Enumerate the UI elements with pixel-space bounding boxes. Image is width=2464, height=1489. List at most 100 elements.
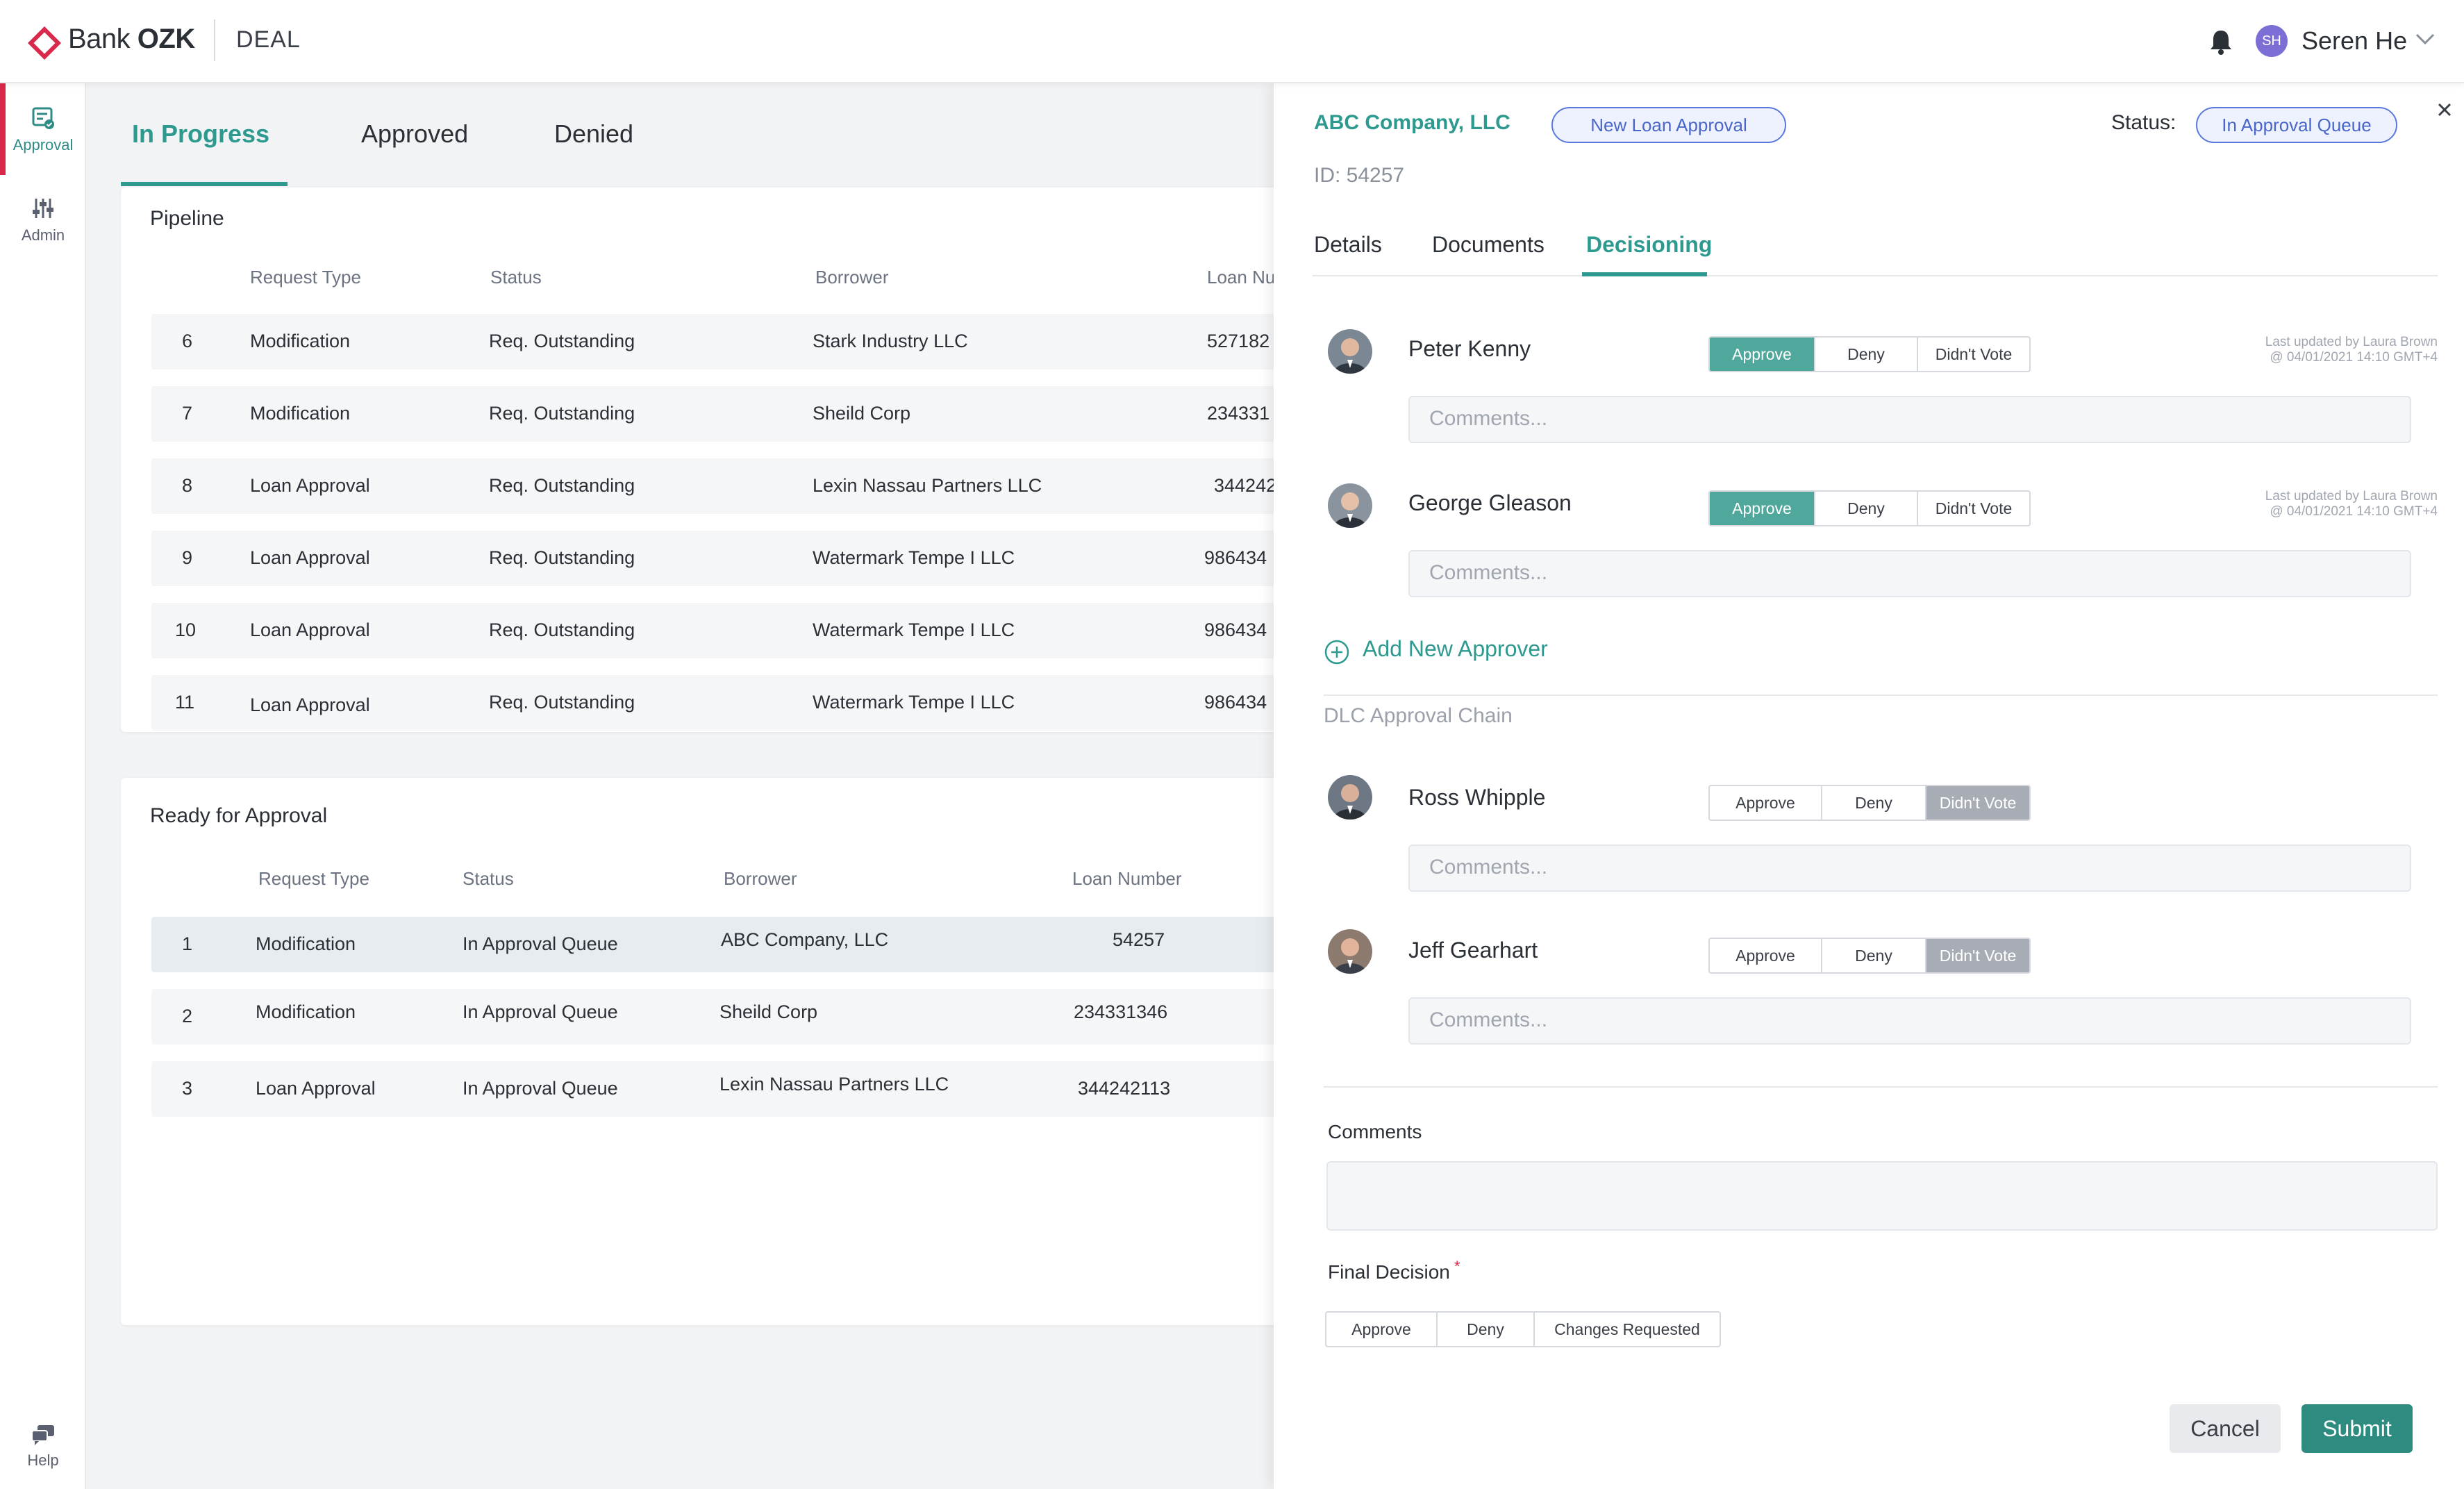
column-header[interactable]: Borrower [724,868,797,889]
row-number: 10 [175,619,197,640]
column-header[interactable]: Loan Nu [1207,267,1276,288]
chevron-down-icon[interactable] [2414,31,2436,47]
final-changes-requested-option[interactable]: Changes Requested [1554,1320,1700,1338]
borrower: ABC Company, LLC [721,929,889,950]
request-type: Loan Approval [256,1078,376,1099]
deny-option[interactable]: Deny [1822,786,1926,820]
tab-decisioning[interactable]: Decisioning [1586,232,1713,257]
table-row[interactable]: 11 Loan Approval Req. Outstanding Waterm… [151,675,1290,731]
column-header[interactable]: Status [463,868,514,889]
tab-details[interactable]: Details [1314,232,1382,257]
user-name[interactable]: Seren He [2301,26,2408,55]
final-deny-option[interactable]: Deny [1438,1313,1535,1346]
status: In Approval Queue [463,1001,618,1022]
didnt-vote-option[interactable]: Didn't Vote [1935,499,2013,517]
tab-denied[interactable]: Denied [554,119,634,148]
borrower: Stark Industry LLC [813,331,968,351]
approve-option[interactable]: Approve [1710,338,1815,371]
bank-ozk-logo-icon[interactable] [28,26,61,60]
request-type: Loan Approval [250,694,370,715]
tab-active-underline [121,182,288,186]
approve-option[interactable]: Approve [1710,939,1822,972]
table-row[interactable]: 9 Loan Approval Req. Outstanding Waterma… [151,531,1290,586]
section-divider [1324,1086,2438,1088]
final-decision-toggle: Approve Deny Changes Requested [1325,1311,1721,1347]
status: Req. Outstanding [489,619,635,640]
tab-in-progress[interactable]: In Progress [132,119,270,148]
column-header[interactable]: Request Type [250,267,361,288]
borrower: Sheild Corp [813,403,911,424]
approver-comment-input[interactable]: Comments... [1408,997,2411,1045]
rail-item-admin[interactable]: Admin [0,196,86,244]
status: In Approval Queue [463,1078,618,1099]
approve-option[interactable]: Approve [1710,492,1815,525]
approver-avatar [1328,329,1372,374]
didnt-vote-option[interactable]: Didn't Vote [1926,939,2029,972]
table-row[interactable]: 7 Modification Req. Outstanding Sheild C… [151,386,1290,442]
request-type-badge: New Loan Approval [1551,107,1786,143]
approve-option[interactable]: Approve [1710,786,1822,820]
request-type: Modification [250,403,351,424]
table-row[interactable]: 6 Modification Req. Outstanding Stark In… [151,314,1290,369]
tab-approved[interactable]: Approved [361,119,469,148]
approver-comment-input[interactable]: Comments... [1408,550,2411,597]
deny-option[interactable]: Deny [1815,492,1918,525]
brand-name[interactable]: Bank OZK [68,24,195,54]
approver-comment-input[interactable]: Comments... [1408,845,2411,892]
column-header[interactable]: Status [490,267,542,288]
table-row[interactable]: 3 Loan Approval In Approval Queue Lexin … [151,1061,1290,1117]
status: Req. Outstanding [489,403,635,424]
request-type: Modification [250,331,351,351]
rail-item-approval[interactable]: Approval [0,106,86,154]
loan-number: 234331 [1207,403,1270,424]
approver-avatar [1328,929,1372,974]
deny-option[interactable]: Deny [1822,939,1926,972]
company-name[interactable]: ABC Company, LLC [1314,111,1510,134]
chat-bubbles-icon [31,1425,54,1445]
table-row[interactable]: 10 Loan Approval Req. Outstanding Waterm… [151,603,1290,658]
user-avatar[interactable]: SH [2256,25,2288,57]
tab-active-underline [1582,272,1707,276]
loan-number: 527182 [1207,331,1270,351]
vote-toggle: Approve Deny Didn't Vote [1708,336,2031,372]
cancel-button[interactable]: Cancel [2170,1404,2281,1453]
rail-item-help[interactable]: Help [0,1424,86,1470]
plus-circle-icon[interactable] [1324,639,1350,665]
didnt-vote-option[interactable]: Didn't Vote [1935,345,2013,363]
status: Req. Outstanding [489,475,635,496]
borrower: Watermark Tempe I LLC [813,692,1015,713]
status: Req. Outstanding [489,331,635,351]
approver-comment-input[interactable]: Comments... [1408,396,2411,443]
add-new-approver-link[interactable]: Add New Approver [1363,636,1548,661]
tab-documents[interactable]: Documents [1432,232,1545,257]
column-header[interactable]: Loan Number [1072,868,1182,889]
ready-title: Ready for Approval [150,804,328,827]
pipeline-card: Pipeline Request Type Status Borrower Lo… [121,188,1290,732]
submit-button[interactable]: Submit [2301,1404,2413,1453]
final-comments-input[interactable] [1326,1161,2438,1231]
sliders-icon [33,199,53,218]
column-header[interactable]: Borrower [815,267,889,288]
bell-icon[interactable] [2208,28,2233,56]
column-header[interactable]: Request Type [258,868,369,889]
final-decision-label: Final Decision * [1328,1258,1460,1283]
table-row-selected[interactable]: 1 Modification In Approval Queue ABC Com… [151,917,1290,972]
loan-number: 54257 [1113,929,1165,950]
last-updated: Last updated by Laura Brown @ 04/01/2021 … [2265,335,2438,365]
tabs-divider [1313,275,2438,276]
comments-label: Comments [1328,1121,1422,1142]
vote-toggle: Approve Deny Didn't Vote [1708,938,2031,974]
status-label: Status: [2111,111,2176,134]
last-updated: Last updated by Laura Brown @ 04/01/2021 … [2265,489,2438,519]
loan-number: 344242 [1214,475,1277,496]
rail-item-label: Admin [21,226,65,244]
vote-toggle: Approve Deny Didn't Vote [1708,785,2031,821]
required-marker: * [1454,1258,1460,1275]
close-icon[interactable] [2431,96,2458,124]
deny-option[interactable]: Deny [1815,338,1918,371]
row-number: 1 [182,933,193,954]
table-row[interactable]: 2 Modification In Approval Queue Sheild … [151,989,1290,1045]
table-row[interactable]: 8 Loan Approval Req. Outstanding Lexin N… [151,458,1290,514]
final-approve-option[interactable]: Approve [1326,1313,1438,1346]
didnt-vote-option[interactable]: Didn't Vote [1926,786,2029,820]
